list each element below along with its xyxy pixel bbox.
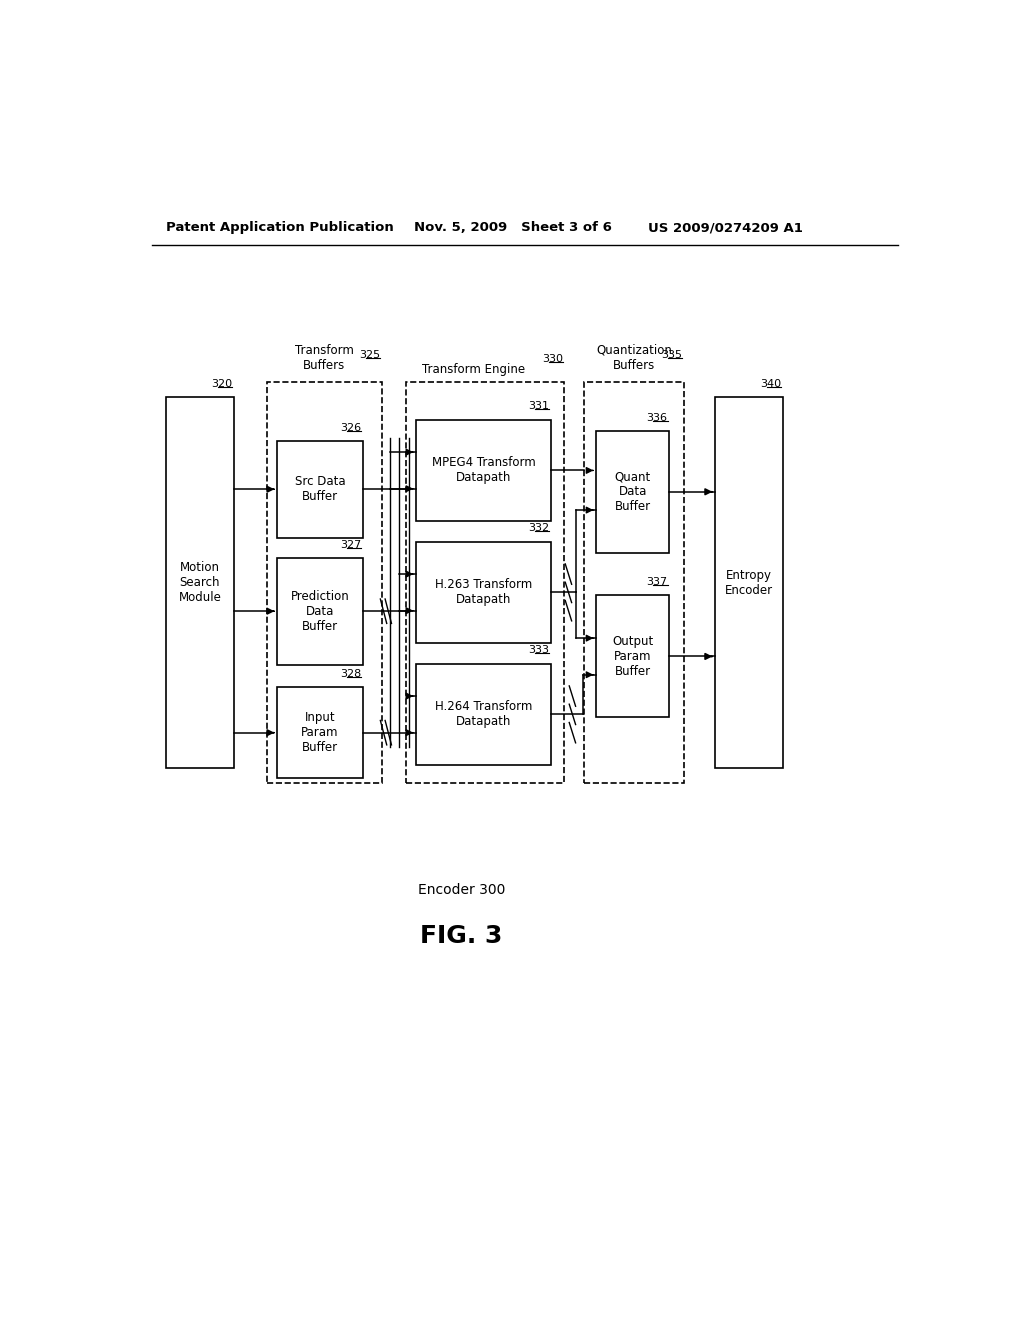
Text: 328: 328 — [340, 669, 361, 678]
Text: FIG. 3: FIG. 3 — [420, 924, 503, 948]
Text: 333: 333 — [528, 645, 550, 656]
Text: Src Data
Buffer: Src Data Buffer — [295, 475, 345, 503]
Text: 326: 326 — [340, 422, 361, 433]
Text: Quantization
Buffers: Quantization Buffers — [596, 343, 672, 372]
Bar — [278, 686, 362, 779]
Text: 336: 336 — [646, 413, 668, 422]
Text: 335: 335 — [660, 350, 682, 359]
Text: Output
Param
Buffer: Output Param Buffer — [612, 635, 653, 678]
Text: US 2009/0274209 A1: US 2009/0274209 A1 — [648, 220, 803, 234]
Text: H.264 Transform
Datapath: H.264 Transform Datapath — [435, 701, 532, 729]
Text: Transform Engine: Transform Engine — [422, 363, 524, 376]
Text: Nov. 5, 2009   Sheet 3 of 6: Nov. 5, 2009 Sheet 3 of 6 — [414, 220, 611, 234]
Bar — [267, 381, 382, 784]
Text: Input
Param
Buffer: Input Param Buffer — [301, 711, 339, 754]
Bar — [278, 441, 362, 537]
Text: Motion
Search
Module: Motion Search Module — [178, 561, 221, 605]
Text: Encoder 300: Encoder 300 — [418, 883, 505, 898]
Text: H.263 Transform
Datapath: H.263 Transform Datapath — [435, 578, 532, 606]
Text: 332: 332 — [528, 524, 550, 533]
Text: Transform
Buffers: Transform Buffers — [295, 343, 354, 372]
Text: 337: 337 — [646, 577, 668, 587]
Bar — [416, 541, 551, 643]
Bar — [406, 381, 564, 784]
Text: 340: 340 — [760, 379, 781, 389]
Text: MPEG4 Transform
Datapath: MPEG4 Transform Datapath — [432, 457, 536, 484]
Text: Entropy
Encoder: Entropy Encoder — [725, 569, 773, 597]
Text: 325: 325 — [359, 350, 380, 359]
Bar — [585, 381, 684, 784]
Bar — [596, 430, 670, 553]
Text: Quant
Data
Buffer: Quant Data Buffer — [614, 470, 651, 513]
Bar — [715, 397, 782, 768]
Bar — [166, 397, 233, 768]
Text: 331: 331 — [528, 401, 550, 412]
Bar — [278, 558, 362, 664]
Text: Prediction
Data
Buffer: Prediction Data Buffer — [291, 590, 349, 632]
Bar — [596, 595, 670, 718]
Text: 327: 327 — [340, 540, 361, 549]
Text: 320: 320 — [211, 379, 232, 389]
Bar — [416, 664, 551, 766]
Text: Patent Application Publication: Patent Application Publication — [166, 220, 394, 234]
Bar — [416, 420, 551, 521]
Text: 330: 330 — [542, 354, 563, 364]
